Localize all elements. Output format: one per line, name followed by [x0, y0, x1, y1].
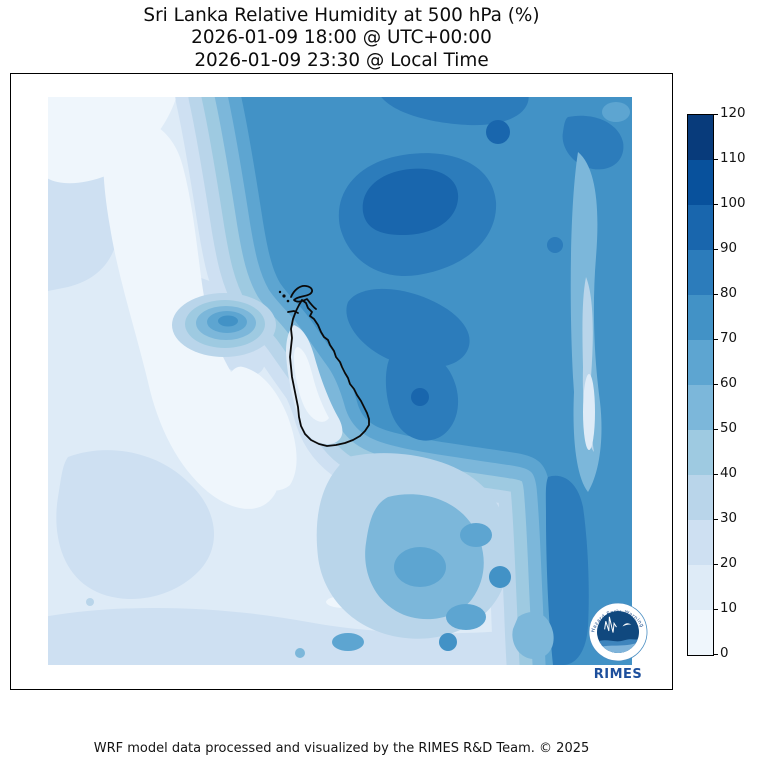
colorbar-label-90: 90 — [720, 241, 738, 256]
colorbar-label-100: 100 — [720, 196, 746, 211]
contour-speckle — [295, 648, 305, 658]
colorbar-segment-0-10 — [688, 610, 713, 655]
colorbar-label-50: 50 — [720, 421, 738, 436]
contour-bottom-spot-60-70 — [460, 523, 492, 547]
colorbar-segment-10-20 — [688, 565, 713, 610]
colorbar-tick — [713, 654, 718, 656]
colorbar-label-80: 80 — [720, 286, 738, 301]
colorbar-tick — [713, 429, 718, 431]
title-block: Sri Lanka Relative Humidity at 500 hPa (… — [10, 5, 673, 72]
colorbar-label-60: 60 — [720, 376, 738, 391]
colorbar-tick — [713, 114, 718, 116]
contour-right-dry-strip-center — [583, 374, 595, 450]
island-interior-pale-core — [294, 347, 329, 422]
contour-core-80-90 — [381, 97, 529, 126]
contour-bottom-zone-50-60 — [512, 612, 554, 659]
logo-wordmark: RIMES — [594, 667, 643, 682]
contour-spot-60-70 — [602, 102, 630, 122]
colorbar-label-20: 20 — [720, 556, 738, 571]
seismograph-icon — [604, 616, 617, 633]
colorbar-label-0: 0 — [720, 646, 729, 661]
colorbar-tick — [713, 159, 718, 161]
colorbar-segment-70-80 — [688, 295, 713, 340]
colorbar-segment-60-70 — [688, 340, 713, 385]
colorbar — [687, 114, 714, 656]
contour-core-90-100 — [362, 168, 459, 235]
colorbar-segment-30-40 — [688, 475, 713, 520]
colorbar-tick — [713, 204, 718, 206]
colorbar-tick — [713, 609, 718, 611]
bird-icon — [622, 623, 632, 627]
colorbar-tick — [713, 474, 718, 476]
contour-core-80-90 — [346, 288, 470, 368]
contour-bottom-spot-60-70 — [394, 547, 446, 587]
contour-core-90-100 — [486, 120, 510, 144]
contour-bottom-spot-70-80 — [489, 566, 511, 588]
footer-caption: WRF model data processed and visualized … — [93, 741, 590, 756]
map-axes: Hazard Early Warning RIMES — [10, 73, 673, 690]
contour-core-80-90 — [547, 237, 563, 253]
colorbar-segment-20-30 — [688, 520, 713, 565]
colorbar-label-110: 110 — [720, 151, 746, 166]
rimes-logo: Hazard Early Warning RIMES — [583, 598, 653, 686]
rimes-logo-graphic: Hazard Early Warning RIMES — [588, 602, 648, 682]
sri-lanka-coastline — [278, 284, 370, 447]
colorbar-label-70: 70 — [720, 331, 738, 346]
colorbar-segment-40-50 — [688, 430, 713, 475]
colorbar-label-10: 10 — [720, 601, 738, 616]
contour-bottom-spot-60-70 — [446, 604, 486, 630]
colorbar-tick — [713, 384, 718, 386]
humidity-contour-map — [48, 97, 632, 665]
colorbar-tick — [713, 339, 718, 341]
contour-dry-zone-0-10 — [48, 97, 177, 184]
contour-mannar-blob — [172, 293, 276, 357]
contour-core-80-90 — [545, 475, 589, 665]
title-line-2: 2026-01-09 18:00 @ UTC+00:00 — [191, 27, 492, 49]
colorbar-label-30: 30 — [720, 511, 738, 526]
contour-bottom-spot-70-80 — [439, 633, 457, 651]
title-line-3: 2026-01-09 23:30 @ Local Time — [194, 49, 489, 71]
colorbar-segment-110-120 — [688, 115, 713, 160]
title-line-1: Sri Lanka Relative Humidity at 500 hPa (… — [143, 5, 540, 26]
colorbar-label-40: 40 — [720, 466, 738, 481]
colorbar-label-120: 120 — [720, 106, 746, 121]
colorbar-segment-80-90 — [688, 250, 713, 295]
colorbar-tick — [713, 249, 718, 251]
colorbar-tick — [713, 294, 718, 296]
contour-bottom-spot-60-70 — [332, 633, 364, 651]
contour-core-90-100 — [411, 388, 429, 406]
contour-dry-zone-0-10 — [221, 366, 297, 491]
contour-patch-20-30 — [48, 607, 608, 665]
colorbar-tick — [713, 564, 718, 566]
contour-speckle — [86, 598, 94, 606]
colorbar-segment-100-110 — [688, 160, 713, 205]
colorbar-segment-90-100 — [688, 205, 713, 250]
colorbar-tick — [713, 519, 718, 521]
colorbar-segment-50-60 — [688, 385, 713, 430]
contour-patch-20-30 — [56, 450, 215, 599]
